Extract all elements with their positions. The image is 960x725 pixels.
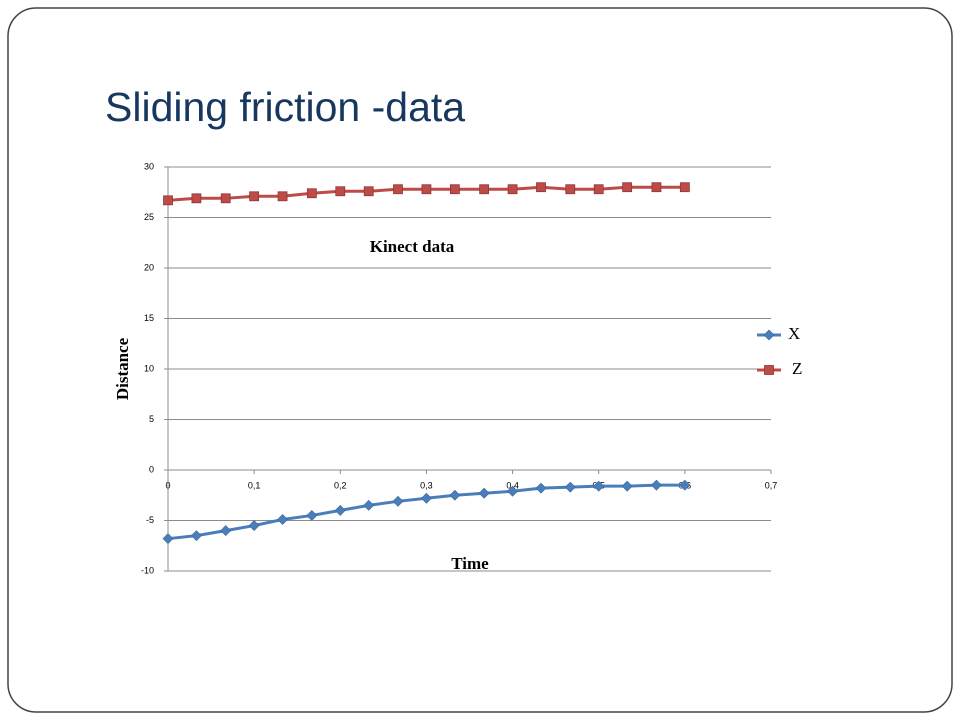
data-point xyxy=(679,479,691,491)
x-tick-label: 0 xyxy=(165,480,170,490)
data-point xyxy=(449,489,461,501)
data-point xyxy=(306,510,318,521)
x-tick-label: 0,7 xyxy=(765,480,778,490)
data-point xyxy=(220,525,232,537)
y-tick-label: 0 xyxy=(149,464,154,474)
legend-marker xyxy=(763,329,775,341)
data-point xyxy=(421,492,432,504)
y-tick-label: 5 xyxy=(149,414,154,424)
data-point xyxy=(249,191,260,202)
data-point xyxy=(621,480,633,492)
data-point xyxy=(421,184,432,195)
data-point xyxy=(392,495,404,507)
x-tick-label: 0,1 xyxy=(248,480,261,490)
data-point xyxy=(191,193,202,204)
slide-title: Sliding friction -data xyxy=(105,84,465,130)
legend-marker xyxy=(764,365,774,375)
y-tick-label: 10 xyxy=(144,363,154,373)
data-point xyxy=(277,191,288,202)
y-tick-label: -10 xyxy=(141,565,154,575)
chart-title: Kinect data xyxy=(370,237,455,256)
data-point xyxy=(564,481,576,493)
data-point xyxy=(479,184,490,195)
data-point xyxy=(162,533,174,545)
y-tick-label: 25 xyxy=(144,212,154,222)
data-point xyxy=(565,184,576,195)
data-point xyxy=(651,182,662,193)
data-point xyxy=(449,184,460,195)
x-tick-label: 0,4 xyxy=(506,480,519,490)
data-point xyxy=(393,184,403,195)
data-point xyxy=(220,193,231,204)
data-point xyxy=(535,482,547,494)
data-point xyxy=(163,195,173,206)
y-tick-label: 20 xyxy=(144,262,154,272)
data-point xyxy=(507,485,518,497)
data-point xyxy=(334,504,346,516)
legend-label: Z xyxy=(792,359,802,378)
x-tick-label: 0,3 xyxy=(420,480,433,490)
slide-frame xyxy=(7,7,953,713)
x-tick-label: 0,2 xyxy=(334,480,347,490)
data-point xyxy=(679,182,690,193)
y-tick-label: -5 xyxy=(146,515,154,525)
data-point xyxy=(363,186,374,197)
y-tick-label: 15 xyxy=(144,313,154,323)
data-point xyxy=(507,184,518,195)
data-point xyxy=(478,487,490,499)
data-point xyxy=(248,520,260,531)
data-point xyxy=(191,530,202,542)
data-point xyxy=(651,479,662,491)
data-point xyxy=(306,188,317,199)
data-point xyxy=(593,184,604,195)
y-tick-label: 30 xyxy=(144,161,154,171)
data-point xyxy=(277,514,288,525)
x-axis-title: Time xyxy=(451,554,489,573)
data-point xyxy=(363,499,375,511)
y-axis-title: Distance xyxy=(113,337,132,400)
data-point xyxy=(536,182,546,193)
legend-label: X xyxy=(788,324,800,343)
data-point xyxy=(622,182,633,193)
data-point xyxy=(335,186,346,197)
data-point xyxy=(593,480,605,492)
